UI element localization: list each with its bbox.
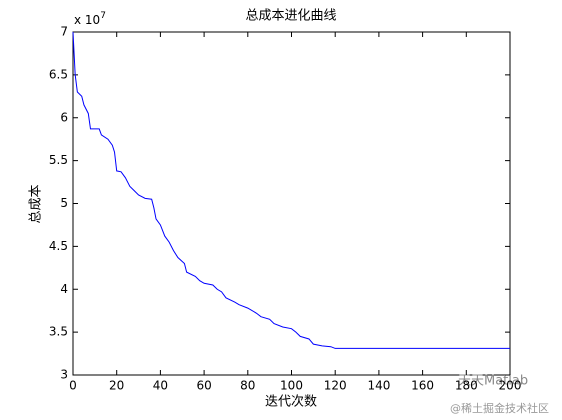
x-tick-label: 60 [196, 379, 211, 393]
y-tick-label: 5.5 [49, 153, 68, 167]
y-tick-label: 6 [60, 110, 68, 124]
y-multiplier-exponent: 7 [100, 11, 106, 21]
y-tick-label: 6.5 [49, 67, 68, 81]
y-tick-label: 4.5 [49, 239, 68, 253]
y-tick-label: 4 [60, 282, 68, 296]
x-tick-label: 40 [153, 379, 168, 393]
y-tick-label: 7 [60, 25, 68, 39]
y-tick-label: 5 [60, 196, 68, 210]
watermark: 天天Matlab [458, 374, 528, 389]
y-multiplier-base: x 10 [74, 13, 100, 27]
x-tick-label: 120 [324, 379, 347, 393]
y-tick-label: 3.5 [49, 325, 68, 339]
x-tick-label: 20 [109, 379, 124, 393]
x-tick-label: 200 [499, 379, 522, 393]
x-tick-label: 160 [411, 379, 434, 393]
y-multiplier: x 107 [74, 11, 106, 27]
x-tick-label: 140 [367, 379, 390, 393]
x-tick-label: 80 [240, 379, 255, 393]
plot-box [72, 31, 511, 376]
watermark: @稀土掘金技术社区 [450, 401, 549, 415]
x-axis-label: 迭代次数 [265, 394, 317, 410]
x-tick-label: 180 [455, 379, 478, 393]
y-tick-label: 3 [60, 368, 68, 382]
x-tick-label: 0 [69, 379, 77, 393]
x-tick-label: 100 [280, 379, 303, 393]
chart-title: 总成本进化曲线 [245, 9, 336, 24]
y-axis-label: 总成本 [29, 184, 44, 223]
line [72, 31, 510, 349]
